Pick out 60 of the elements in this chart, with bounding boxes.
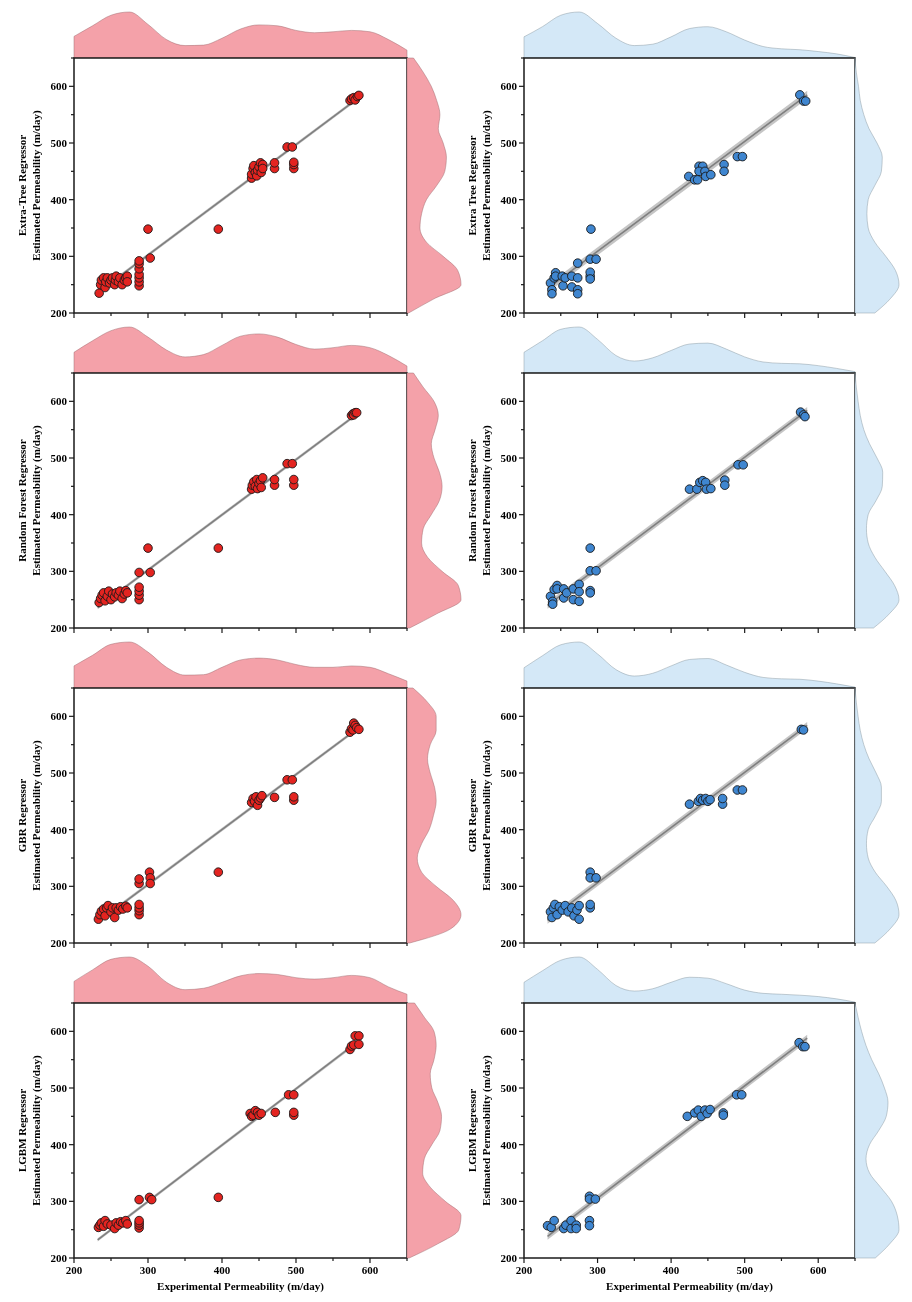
y-tick-label: 600 [500, 710, 518, 723]
x-tick-label: 200 [65, 1264, 83, 1276]
y-tick-label: 500 [500, 451, 518, 464]
y-tick-label: 400 [50, 508, 68, 521]
y-tick-label: 400 [500, 508, 518, 521]
x-tick-label: 400 [662, 1264, 680, 1276]
y-tick-label: 200 [500, 1251, 518, 1264]
y-tick-label: 600 [50, 395, 68, 408]
x-tick-label: 500 [736, 1264, 754, 1276]
y-axis-title: GBR Regressor Estimated Permeability (m/day) [16, 740, 43, 891]
y-tick-label: 200 [500, 936, 518, 949]
y-tick-label: 200 [500, 621, 518, 634]
y-tick-label: 500 [500, 1081, 518, 1094]
y-tick-label: 300 [50, 880, 68, 893]
y-tick-label: 500 [50, 136, 68, 149]
y-tick-label: 400 [500, 823, 518, 836]
y-tick-label: 500 [50, 451, 68, 464]
y-tick-label: 300 [50, 250, 68, 263]
x-tick-label: 600 [809, 1264, 827, 1276]
y-tick-label: 600 [50, 80, 68, 93]
y-tick-label: 300 [500, 1195, 518, 1208]
y-axis-title: GBR Regressor Estimated Permeability (m/day) [466, 740, 493, 891]
y-tick-label: 300 [500, 250, 518, 263]
y-tick-label: 300 [500, 565, 518, 578]
y-tick-label: 200 [50, 621, 68, 634]
x-tick-label: 500 [287, 1264, 305, 1276]
y-tick-label: 200 [50, 1251, 68, 1264]
y-tick-label: 600 [500, 1025, 518, 1038]
y-tick-label: 600 [50, 1025, 68, 1038]
x-tick-label: 400 [213, 1264, 231, 1276]
y-tick-label: 400 [50, 1138, 68, 1151]
x-tick-label: 200 [515, 1264, 533, 1276]
y-tick-label: 300 [50, 1195, 68, 1208]
y-axis-title: Extra-Tree Regressor Estimated Permeability (m/day) [16, 110, 43, 261]
y-axis-title: Random Forest Regressor Estimated Permeability (m/day) [16, 425, 43, 576]
x-axis-title: Experimental Permeability (m/day) [606, 1280, 774, 1293]
y-tick-label: 400 [50, 193, 68, 206]
y-tick-label: 600 [50, 710, 68, 723]
y-tick-label: 200 [50, 936, 68, 949]
y-axis-title: LGBM Regressor Estimated Permeability (m/day) [16, 1055, 43, 1206]
x-axis-title: Experimental Permeability (m/day) [157, 1280, 325, 1293]
y-tick-label: 300 [50, 565, 68, 578]
y-axis-title: Extra Tree Regressor Estimated Permeability (m/day) [466, 110, 493, 261]
y-tick-label: 500 [500, 136, 518, 149]
y-tick-label: 300 [500, 880, 518, 893]
y-tick-label: 500 [50, 766, 68, 779]
y-axis-title: LGBM Regressor Estimated Permeability (m/day) [466, 1055, 493, 1206]
y-tick-label: 400 [500, 193, 518, 206]
y-tick-label: 200 [500, 306, 518, 319]
x-tick-label: 300 [589, 1264, 607, 1276]
y-tick-label: 400 [50, 823, 68, 836]
y-tick-label: 600 [500, 395, 518, 408]
y-tick-label: 500 [50, 1081, 68, 1094]
x-tick-label: 300 [139, 1264, 157, 1276]
y-tick-label: 200 [50, 306, 68, 319]
x-tick-label: 600 [361, 1264, 379, 1276]
y-tick-label: 600 [500, 80, 518, 93]
y-tick-label: 400 [500, 1138, 518, 1151]
y-axis-title: Random Forest Regressor Estimated Permeability (m/day) [466, 425, 493, 576]
y-tick-label: 500 [500, 766, 518, 779]
